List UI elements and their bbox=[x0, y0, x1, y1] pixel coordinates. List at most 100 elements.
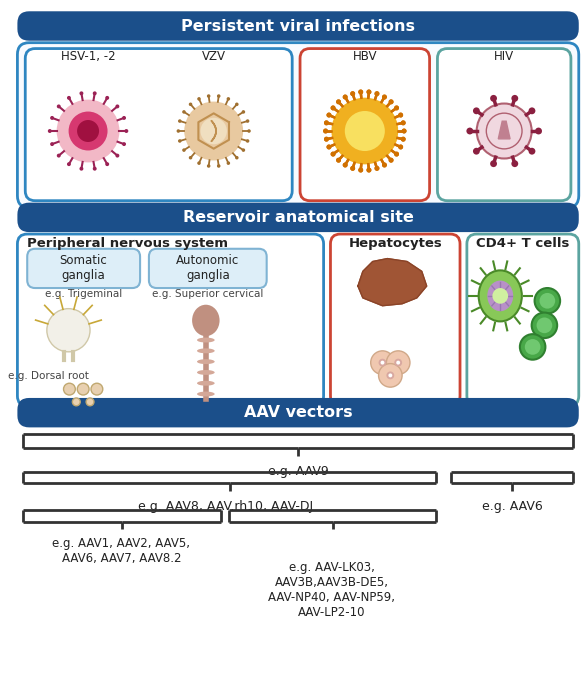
Circle shape bbox=[324, 121, 329, 125]
Circle shape bbox=[217, 164, 220, 168]
Circle shape bbox=[535, 127, 542, 134]
Circle shape bbox=[358, 90, 363, 95]
Circle shape bbox=[343, 95, 348, 99]
Circle shape bbox=[389, 158, 393, 162]
Circle shape bbox=[330, 105, 336, 110]
Polygon shape bbox=[358, 259, 427, 306]
Text: HBV: HBV bbox=[353, 50, 377, 63]
Circle shape bbox=[394, 151, 399, 157]
Circle shape bbox=[366, 168, 372, 173]
Circle shape bbox=[77, 120, 99, 142]
Circle shape bbox=[379, 359, 386, 366]
Text: e.g. Trigeminal: e.g. Trigeminal bbox=[45, 289, 122, 299]
Circle shape bbox=[537, 317, 552, 333]
Circle shape bbox=[532, 312, 557, 338]
Circle shape bbox=[389, 158, 393, 162]
Circle shape bbox=[375, 91, 379, 96]
Circle shape bbox=[242, 149, 245, 152]
Circle shape bbox=[93, 166, 96, 171]
Circle shape bbox=[197, 162, 201, 165]
Text: HIV: HIV bbox=[494, 50, 514, 63]
Circle shape bbox=[178, 119, 182, 123]
Text: e.g. AAV1, AAV2, AAV5,
AAV6, AAV7, AAV8.2: e.g. AAV1, AAV2, AAV5, AAV6, AAV7, AAV8.… bbox=[52, 537, 191, 565]
Text: Hepatocytes: Hepatocytes bbox=[348, 238, 442, 251]
Circle shape bbox=[336, 99, 341, 104]
FancyBboxPatch shape bbox=[149, 249, 267, 288]
Circle shape bbox=[323, 129, 328, 134]
Circle shape bbox=[48, 129, 52, 133]
Text: e.g. AAV9: e.g. AAV9 bbox=[268, 465, 329, 478]
Circle shape bbox=[345, 111, 385, 151]
Circle shape bbox=[324, 137, 329, 142]
Circle shape bbox=[115, 153, 119, 158]
Circle shape bbox=[207, 95, 211, 98]
Circle shape bbox=[388, 373, 392, 377]
Circle shape bbox=[217, 95, 220, 98]
Circle shape bbox=[189, 156, 192, 160]
Circle shape bbox=[125, 129, 128, 133]
Circle shape bbox=[105, 162, 109, 166]
Circle shape bbox=[358, 168, 363, 173]
Ellipse shape bbox=[197, 392, 215, 397]
Text: CD4+ T cells: CD4+ T cells bbox=[476, 238, 570, 251]
Circle shape bbox=[246, 139, 249, 142]
Circle shape bbox=[350, 91, 355, 96]
Circle shape bbox=[69, 112, 108, 151]
Circle shape bbox=[67, 96, 71, 100]
Circle shape bbox=[57, 104, 61, 108]
Circle shape bbox=[182, 110, 186, 114]
Circle shape bbox=[77, 383, 89, 395]
Ellipse shape bbox=[487, 281, 513, 311]
Circle shape bbox=[512, 160, 518, 167]
FancyBboxPatch shape bbox=[437, 49, 571, 201]
Text: Peripheral nervous system: Peripheral nervous system bbox=[27, 238, 228, 251]
Circle shape bbox=[336, 99, 341, 104]
Circle shape bbox=[350, 166, 355, 171]
Circle shape bbox=[524, 339, 540, 355]
FancyBboxPatch shape bbox=[18, 203, 579, 232]
Text: VZV: VZV bbox=[202, 50, 226, 63]
Circle shape bbox=[402, 129, 406, 134]
Ellipse shape bbox=[479, 271, 522, 321]
Circle shape bbox=[394, 105, 399, 110]
Circle shape bbox=[375, 166, 379, 171]
Ellipse shape bbox=[197, 381, 215, 386]
Ellipse shape bbox=[197, 370, 215, 375]
Circle shape bbox=[529, 148, 536, 155]
FancyBboxPatch shape bbox=[467, 234, 579, 406]
Circle shape bbox=[350, 166, 355, 171]
Circle shape bbox=[201, 118, 227, 145]
Circle shape bbox=[534, 288, 560, 314]
Circle shape bbox=[79, 91, 83, 95]
Circle shape bbox=[466, 127, 473, 134]
Circle shape bbox=[375, 166, 379, 171]
Circle shape bbox=[402, 129, 406, 134]
Circle shape bbox=[326, 112, 332, 118]
Text: e.g. AAV-LK03,
AAV3B,AAV3B-DE5,
AAV-NP40, AAV-NP59,
AAV-LP2-10: e.g. AAV-LK03, AAV3B,AAV3B-DE5, AAV-NP40… bbox=[268, 561, 395, 619]
Circle shape bbox=[323, 129, 328, 134]
Circle shape bbox=[375, 91, 379, 96]
Circle shape bbox=[520, 334, 546, 360]
Circle shape bbox=[366, 90, 372, 95]
Circle shape bbox=[343, 95, 348, 99]
Circle shape bbox=[115, 104, 119, 108]
Text: Reservoir anatomical site: Reservoir anatomical site bbox=[183, 210, 413, 225]
FancyBboxPatch shape bbox=[18, 11, 579, 40]
Circle shape bbox=[382, 162, 387, 167]
FancyBboxPatch shape bbox=[330, 234, 460, 406]
Circle shape bbox=[370, 351, 395, 375]
Ellipse shape bbox=[197, 338, 215, 342]
Circle shape bbox=[336, 158, 341, 162]
Circle shape bbox=[326, 112, 332, 118]
FancyBboxPatch shape bbox=[18, 234, 323, 406]
Circle shape bbox=[247, 129, 250, 133]
Circle shape bbox=[490, 95, 497, 102]
Circle shape bbox=[343, 162, 348, 167]
Circle shape bbox=[473, 148, 480, 155]
Circle shape bbox=[182, 149, 186, 152]
Circle shape bbox=[324, 121, 329, 125]
Circle shape bbox=[477, 103, 532, 158]
Circle shape bbox=[401, 121, 406, 125]
Text: e.g. Dorsal root: e.g. Dorsal root bbox=[8, 371, 89, 382]
FancyBboxPatch shape bbox=[25, 49, 292, 201]
